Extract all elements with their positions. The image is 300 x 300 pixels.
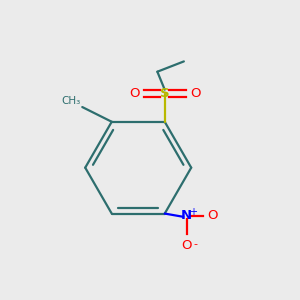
Text: S: S	[160, 87, 169, 100]
Text: N: N	[181, 209, 192, 222]
Text: O: O	[182, 238, 192, 252]
Text: CH₃: CH₃	[61, 96, 81, 106]
Text: O: O	[207, 209, 217, 222]
Text: -: -	[193, 238, 197, 249]
Text: O: O	[190, 87, 200, 100]
Text: O: O	[129, 87, 140, 100]
Text: +: +	[189, 206, 197, 217]
